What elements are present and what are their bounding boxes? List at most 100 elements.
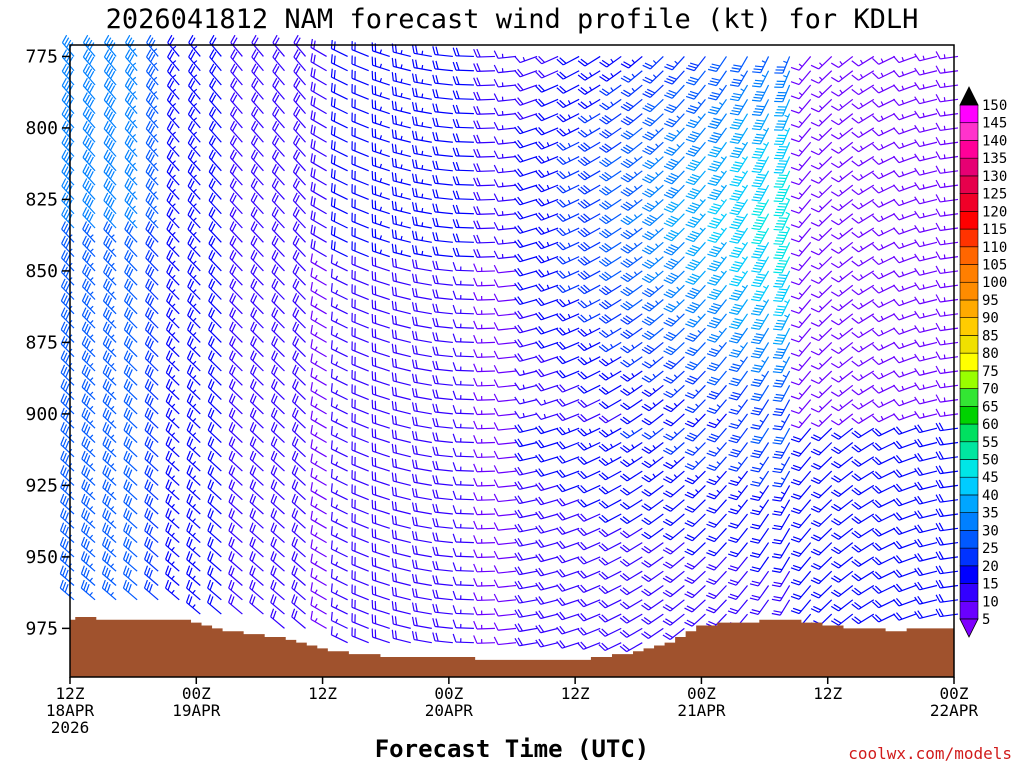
- barb-feather: [230, 63, 236, 72]
- barb-feather: [559, 114, 567, 121]
- barb-feather: [708, 535, 717, 540]
- barb-feather: [415, 402, 418, 412]
- barb-feather: [754, 179, 764, 182]
- barb-feather: [706, 338, 716, 343]
- barb-feather: [712, 317, 722, 321]
- barb-feather: [127, 526, 133, 536]
- barb-staff: [331, 634, 348, 644]
- barb-half-feather: [314, 475, 318, 480]
- barb-staff: [498, 513, 517, 517]
- barb-feather: [144, 536, 149, 546]
- barb-feather: [105, 266, 111, 275]
- barb-feather: [514, 453, 521, 462]
- barb-staff: [331, 291, 348, 301]
- barb-feather: [577, 500, 585, 508]
- barb-feather: [149, 125, 156, 134]
- barb-feather: [88, 213, 94, 223]
- barb-feather: [644, 432, 652, 438]
- barb-feather: [476, 120, 481, 129]
- barb-feather: [144, 335, 150, 345]
- barb-feather: [124, 163, 130, 173]
- barb-feather: [646, 273, 655, 279]
- barb-feather: [189, 366, 194, 376]
- barb-feather: [435, 489, 439, 499]
- barb-feather: [473, 435, 478, 444]
- barb-feather: [686, 576, 695, 582]
- barb-feather: [598, 530, 606, 538]
- barb-feather: [538, 510, 545, 519]
- barb-feather: [754, 136, 764, 139]
- barb-half-feather: [193, 203, 197, 207]
- barb-feather: [641, 490, 650, 497]
- barb-feather: [665, 504, 674, 510]
- barb-feather: [411, 616, 415, 626]
- barb-half-feather: [335, 289, 339, 294]
- barb-feather: [165, 508, 170, 517]
- barb-staff: [476, 642, 495, 644]
- barb-feather: [125, 481, 130, 490]
- barb-half-feather: [588, 314, 592, 319]
- barb-feather: [473, 449, 478, 458]
- barb-feather: [411, 230, 415, 240]
- barb-feather: [249, 422, 255, 431]
- barb-feather: [84, 223, 90, 232]
- barb-feather: [330, 268, 333, 278]
- barb-feather: [535, 270, 542, 278]
- barb-feather: [622, 473, 631, 480]
- barb-feather: [709, 279, 718, 284]
- barb-feather: [146, 381, 152, 390]
- barb-feather: [642, 93, 651, 98]
- barb-feather: [293, 538, 298, 548]
- barb-feather: [107, 455, 112, 464]
- barb-feather: [391, 458, 394, 467]
- barb-staff: [498, 613, 517, 617]
- barb-feather: [559, 426, 566, 435]
- barb-feather: [391, 157, 394, 167]
- barb-feather: [517, 466, 524, 475]
- barb-half-feather: [633, 185, 638, 190]
- barb-feather: [250, 163, 256, 173]
- barb-feather: [665, 390, 674, 396]
- barb-feather: [663, 350, 672, 356]
- barb-feather: [644, 361, 653, 367]
- barb-feather: [452, 319, 457, 328]
- barb-half-feather: [192, 446, 197, 451]
- barb-feather: [473, 106, 478, 115]
- barb-half-feather: [400, 164, 403, 169]
- barb-feather: [580, 584, 587, 592]
- barb-feather: [556, 342, 564, 350]
- barb-feather: [752, 267, 762, 271]
- barb-half-feather: [193, 45, 198, 50]
- barb-feather: [251, 92, 257, 101]
- barb-feather: [210, 194, 216, 204]
- barb-feather: [707, 154, 717, 158]
- barb-half-feather: [171, 346, 176, 351]
- barb-feather: [493, 293, 499, 302]
- barb-feather: [644, 190, 653, 196]
- barb-feather: [583, 142, 591, 149]
- barb-feather: [291, 465, 297, 474]
- barb-feather: [253, 66, 259, 75]
- barb-feather: [473, 334, 478, 344]
- barb-half-feather: [379, 135, 383, 140]
- barb-staff: [540, 413, 559, 420]
- barb-feather: [559, 384, 566, 392]
- barb-feather: [394, 101, 397, 111]
- barb-feather: [105, 338, 110, 347]
- barb-feather: [272, 567, 277, 577]
- barb-feather: [411, 387, 415, 397]
- barb-feather: [756, 176, 765, 179]
- barb-feather: [538, 55, 546, 63]
- barb-staff: [331, 405, 348, 415]
- barb-feather: [517, 623, 523, 632]
- barb-feather: [109, 156, 115, 165]
- barb-feather: [105, 94, 111, 103]
- barb-feather: [623, 61, 632, 67]
- barb-feather: [63, 108, 69, 118]
- barb-feather: [493, 64, 499, 73]
- barb-feather: [493, 593, 499, 602]
- barb-feather: [666, 106, 675, 111]
- barb-feather: [736, 229, 745, 233]
- barb-feather: [249, 536, 254, 546]
- barb-feather: [754, 165, 764, 168]
